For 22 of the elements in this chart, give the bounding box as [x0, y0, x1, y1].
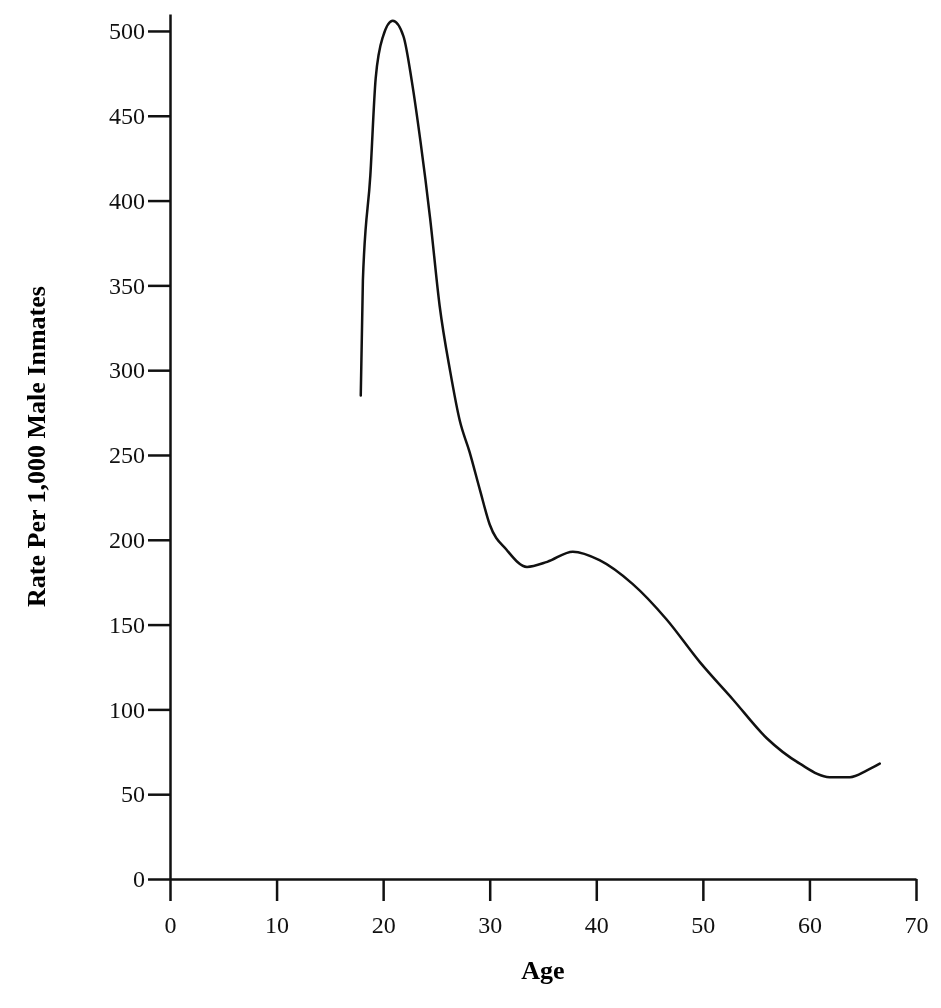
x-axis-title: Age — [521, 956, 565, 985]
x-tick-label: 50 — [691, 911, 716, 938]
y-tick-label: 500 — [109, 18, 145, 45]
x-tick-label: 10 — [265, 911, 290, 938]
x-tick-label: 70 — [904, 911, 929, 938]
y-tick-label: 100 — [109, 696, 145, 723]
x-tick-label: 30 — [478, 911, 503, 938]
y-axis-title: Rate Per 1,000 Male Inmates — [22, 286, 51, 607]
y-tick-label: 250 — [109, 442, 145, 469]
x-tick-label: 40 — [584, 911, 609, 938]
y-tick-label: 450 — [109, 102, 145, 129]
line-series — [359, 19, 882, 779]
y-tick-label: 0 — [133, 866, 145, 893]
y-tick-label: 50 — [121, 781, 145, 808]
y-tick-label: 350 — [109, 272, 145, 299]
x-tick-label: 60 — [797, 911, 822, 938]
y-tick-label: 150 — [109, 611, 145, 638]
x-tick-label: 20 — [371, 911, 396, 938]
x-tick-label: 0 — [164, 911, 177, 938]
y-tick-label: 200 — [109, 526, 145, 553]
y-tick-label: 300 — [109, 357, 145, 384]
y-tick-label: 400 — [109, 187, 145, 214]
